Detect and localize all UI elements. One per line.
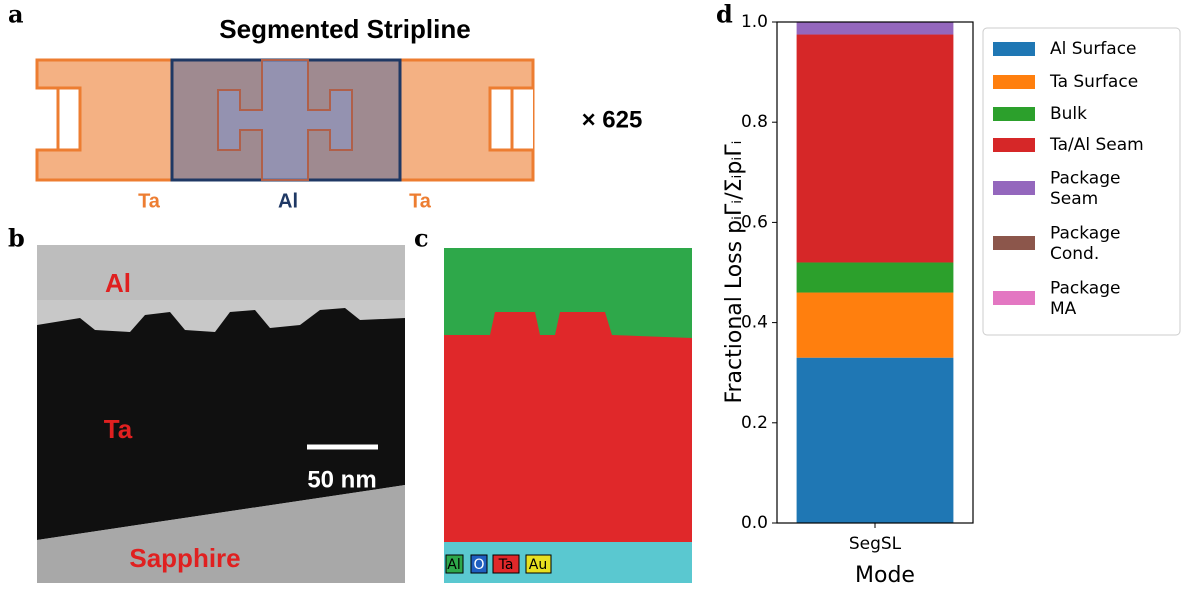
eds-legend: Al [447,557,460,573]
legend-swatch [993,42,1035,56]
legend-swatch [993,291,1035,305]
panel-label: c [414,224,429,253]
panel-label: a [8,0,24,29]
material-label: Ta [409,190,432,212]
tem-label: Al [105,268,131,298]
material-label: Ta [138,190,161,212]
bar-segment [796,262,954,293]
y-tick-label: 0.8 [741,112,768,132]
panel-label: b [8,224,25,253]
y-tick-label: 0.6 [741,212,768,232]
y-tick-label: 1.0 [741,12,768,32]
x-tick-label: SegSL [849,534,902,554]
stripline-diagram [35,58,535,182]
legend-swatch [993,181,1035,195]
bar-segment [796,22,954,35]
legend-swatch [993,236,1035,250]
eds-legend: Au [529,557,547,573]
axes-frame [776,21,974,524]
y-tick-label: 0.4 [741,313,768,333]
bar-segment [796,292,954,358]
legend-swatch [993,75,1035,89]
x-axis-label: Mode [855,563,915,588]
diagram-title: Segmented Stripline [219,14,470,44]
tem-label: Sapphire [129,543,240,573]
legend-swatch [993,107,1035,121]
legend-label: Package Cond. [1050,224,1120,264]
y-tick-label: 0.2 [741,413,768,433]
tem-label: Ta [104,414,133,444]
y-axis-label: Fractional Loss pᵢΓᵢ/ΣᵢpᵢΓᵢ [722,140,747,403]
panel-label: d [716,0,733,29]
bar-segment [796,34,954,263]
legend-label: Al Surface [1050,39,1137,59]
bar-segment [796,357,954,523]
multiplier: × 625 [582,106,643,133]
scale-bar-label: 50 nm [307,466,376,493]
legend-label: Bulk [1050,104,1087,124]
legend-label: Ta/Al Seam [1049,135,1144,155]
material-label: Al [278,190,298,212]
y-tick-label: 0.0 [741,513,768,533]
eds-map [444,248,692,583]
eds-legend: O [473,557,484,573]
tem-image [37,245,405,583]
legend-label: Package MA [1050,279,1120,319]
legend-box [982,27,1181,336]
legend-swatch [993,138,1035,152]
legend-label: Package Seam [1050,169,1120,209]
eds-legend: Ta [498,557,514,573]
legend-label: Ta Surface [1049,72,1138,92]
